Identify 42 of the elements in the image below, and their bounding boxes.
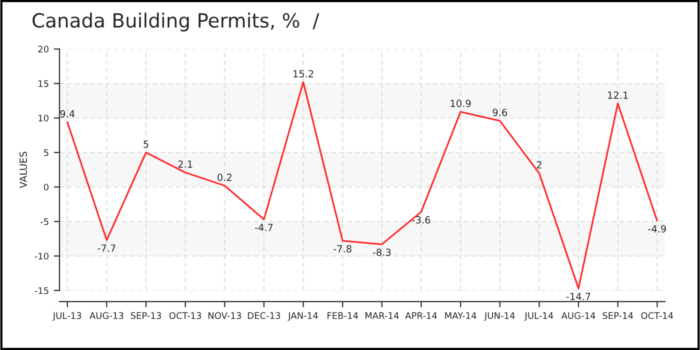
- y-tick-label: -5: [40, 218, 48, 226]
- x-tick-label: FEB-14: [328, 312, 358, 319]
- y-tick-label: -15: [34, 287, 48, 294]
- x-tick-label: MAY-14: [445, 312, 476, 319]
- data-label: 12.1: [608, 91, 628, 99]
- x-tick-label: JAN-14: [288, 312, 318, 321]
- x-tick-label: JUL-14: [524, 312, 554, 321]
- y-axis-title: VALUES: [20, 152, 27, 188]
- x-tick-label: AUG-13: [89, 312, 124, 320]
- data-label: -4.9: [648, 225, 666, 232]
- x-tick-label: SEP-13: [130, 312, 161, 320]
- data-label: 2: [536, 161, 542, 168]
- data-label: 15.2: [294, 70, 314, 78]
- y-tick-label: 5: [44, 149, 48, 156]
- chart-title: Canada Building Permits, % /: [32, 12, 320, 32]
- y-tick-label: 0: [44, 184, 48, 191]
- data-label: -7.8: [334, 245, 352, 253]
- x-tick-label: DEC-13: [248, 312, 280, 320]
- data-label: -4.7: [254, 224, 273, 231]
- data-label: 5: [144, 140, 148, 148]
- x-tick-label: SEP-14: [602, 312, 634, 320]
- x-tick-label: OCT-13: [169, 312, 202, 320]
- y-tick-label: 15: [38, 80, 48, 88]
- data-label: -8.3: [372, 248, 391, 256]
- data-label: 0.2: [218, 174, 232, 181]
- x-tick-label: MAR-14: [365, 312, 399, 319]
- x-tick-label: OCT-14: [641, 312, 674, 320]
- x-tick-label: AUG-14: [561, 312, 596, 320]
- y-tick-label: 20: [38, 46, 48, 53]
- y-tick-label: 10: [38, 114, 48, 122]
- x-tick-label: JUN-14: [484, 312, 515, 321]
- x-tick-label: JUL-13: [52, 312, 82, 321]
- data-label: 9.6: [492, 108, 507, 116]
- x-tick-label: APR-14: [405, 312, 437, 319]
- data-label: -3.6: [412, 216, 430, 224]
- data-label: 2.1: [178, 160, 192, 168]
- data-label: -14.7: [566, 292, 590, 300]
- x-tick-label: NOV-13: [208, 312, 241, 320]
- data-label: 10.9: [450, 100, 471, 108]
- data-label: 9.4: [60, 110, 75, 118]
- data-label: -7.7: [98, 244, 116, 252]
- y-tick-label: -10: [34, 252, 48, 260]
